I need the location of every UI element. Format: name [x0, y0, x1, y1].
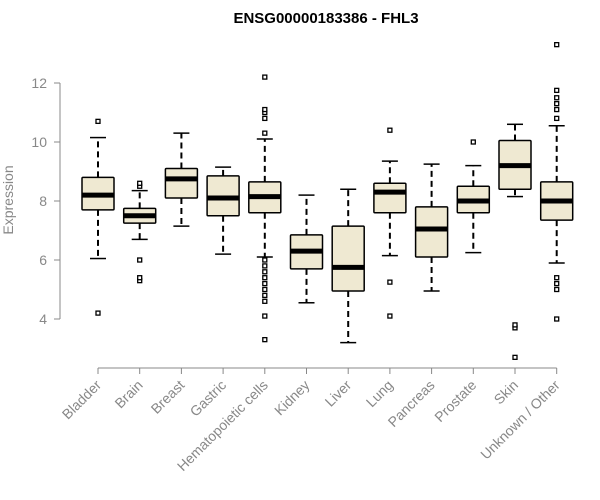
box-group	[331, 188, 365, 344]
outlier-point	[262, 298, 268, 304]
outlier-point	[262, 74, 268, 80]
box	[414, 206, 449, 258]
outlier-point	[262, 336, 268, 343]
outlier-point	[554, 115, 560, 122]
outlier-point	[554, 101, 560, 107]
x-tick-label: Skin	[491, 377, 522, 408]
y-axis: 4 6 8 10 12	[31, 75, 61, 327]
outlier-point	[95, 118, 101, 124]
outlier-point	[262, 292, 268, 299]
y-tick-label: 10	[31, 134, 47, 150]
outlier-point	[137, 180, 143, 186]
box	[331, 225, 365, 292]
outlier-point	[387, 279, 393, 285]
box-group	[164, 132, 199, 227]
outlier-point	[554, 275, 560, 281]
y-tick-label: 6	[39, 252, 47, 268]
y-tick-label: 4	[39, 311, 47, 327]
y-tick-label: 12	[31, 75, 47, 91]
box-group	[498, 123, 532, 361]
outlier-point	[470, 139, 476, 145]
outlier-point	[262, 106, 268, 113]
outlier-point	[554, 95, 560, 101]
y-axis-label: Expression	[0, 165, 16, 234]
y-tick-label: 8	[39, 193, 47, 209]
outlier-point	[137, 275, 143, 281]
outlier-point	[262, 269, 268, 275]
outlier-point	[554, 87, 560, 94]
outlier-point	[512, 354, 518, 361]
outlier-point	[262, 286, 268, 293]
outlier-point	[554, 280, 560, 287]
box-group	[289, 194, 324, 304]
box	[164, 167, 199, 199]
outlier-point	[554, 286, 560, 293]
box-group	[539, 42, 574, 322]
box-group	[81, 118, 115, 316]
plot-area	[81, 42, 574, 361]
box-group	[122, 180, 157, 284]
x-tick-label: Bladder	[59, 377, 105, 423]
box	[373, 182, 407, 214]
outlier-point	[554, 316, 560, 322]
outlier-point	[262, 115, 268, 122]
outlier-point	[137, 257, 143, 263]
outlier-point	[262, 130, 268, 136]
outlier-point	[387, 127, 393, 133]
chart-title: ENSG00000183386 - FHL3	[233, 10, 418, 27]
outlier-point	[262, 275, 268, 281]
box-group	[206, 166, 240, 255]
x-tick-label: Kidney	[271, 377, 313, 419]
box-group	[373, 127, 407, 319]
box-group	[414, 163, 449, 292]
outlier-point	[95, 310, 101, 316]
outlier-point	[512, 322, 518, 328]
x-tick-label: Prostate	[431, 377, 479, 425]
x-tick-label: Breast	[148, 377, 188, 417]
x-tick-label: Brain	[111, 377, 145, 411]
x-tick-label: Unknown / Other	[477, 377, 563, 463]
outlier-point	[262, 257, 268, 263]
outlier-point	[262, 280, 268, 287]
outlier-point	[554, 106, 560, 113]
x-tick-label: Liver	[322, 377, 355, 410]
box-group	[248, 74, 282, 343]
outlier-point	[262, 313, 268, 319]
outlier-point	[554, 42, 560, 48]
box-group	[456, 139, 491, 254]
outlier-point	[262, 263, 268, 269]
x-tick-label: Lung	[363, 377, 396, 410]
outlier-point	[387, 313, 393, 319]
